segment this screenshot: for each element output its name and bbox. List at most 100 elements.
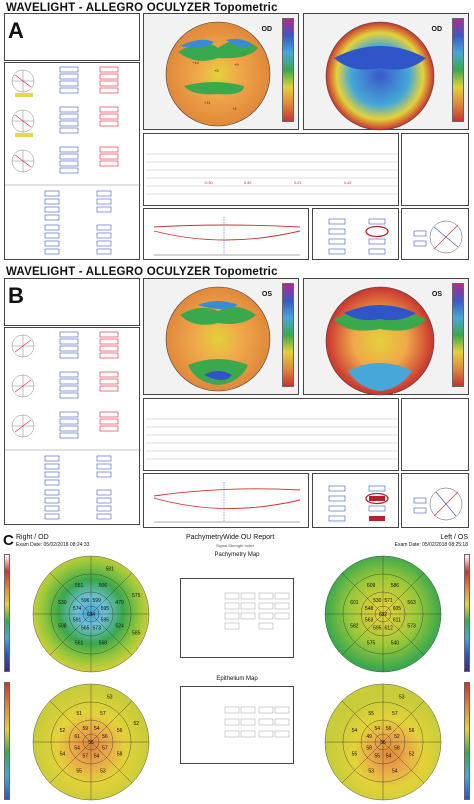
od-pachy-value: 508: [58, 624, 67, 630]
os-epi-value: 56: [409, 728, 415, 734]
os-pachy-value: 563: [407, 600, 416, 606]
od-pachy-value: 575: [132, 593, 141, 599]
panel-a-form-options: [401, 133, 469, 206]
panel-b-table-graphics: [5, 331, 141, 520]
svg-text:+5: +5: [214, 68, 219, 73]
os-pachy-value: 563: [365, 618, 374, 624]
panel-b-curve-graphic: [153, 482, 301, 523]
od-pachy-value: 530: [58, 600, 67, 606]
os-pachy-scale: [464, 554, 470, 672]
panel-a-map-right-graphic: [325, 21, 435, 131]
od-epi-value: 61: [74, 734, 80, 740]
od-pachy-value: 574: [73, 606, 82, 612]
svg-text:-0.30: -0.30: [204, 181, 213, 185]
os-epi-value: 54: [392, 768, 398, 774]
od-pachy-value: 551: [75, 583, 84, 589]
panel-b-letter-box: B: [4, 278, 140, 326]
od-epi-value: 53: [107, 695, 113, 701]
os-pachy-value: 575: [367, 640, 376, 646]
od-pachy-value: 591: [73, 618, 82, 624]
od-pachy-value: 595: [101, 618, 110, 624]
os-epi-value: 52: [409, 752, 415, 758]
svg-text:0.21: 0.21: [294, 181, 301, 185]
od-epi-value: 52: [134, 721, 140, 727]
od-epi-value: 58: [117, 752, 123, 758]
od-epi-value: 59: [83, 726, 89, 732]
panel-b-front-elevation-map: OS: [143, 278, 299, 395]
panel-b-indices: [312, 473, 399, 528]
od-pachy-value: 581: [106, 567, 115, 573]
svg-text:0.30: 0.30: [244, 181, 251, 185]
od-pachy-value: 479: [115, 600, 124, 606]
panel-a-indices-graphic: [328, 218, 389, 255]
od-epi-value: 54: [94, 726, 100, 732]
os-epi-value: 55: [368, 711, 374, 717]
report-title: PachymetryWide OU Report: [186, 534, 275, 541]
pachy-stats-grid: [224, 592, 290, 630]
exam-date-left: Exam Date: 05/02/2018 08:25:18: [394, 542, 468, 548]
panel-a-pachy-curve: [143, 208, 309, 260]
svg-text:+14: +14: [192, 60, 200, 65]
panel-b-indices-graphic: [328, 485, 389, 522]
os-pachy-value: 612: [385, 626, 394, 632]
os-epi-value: 57: [392, 711, 398, 717]
panel-b-axis-graphic: [413, 487, 463, 521]
panel-b-title: WAVELIGHT - ALLEGRO OCULYZER Topometric: [6, 266, 278, 278]
os-epi-scale: [464, 682, 470, 800]
panel-a-title: WAVELIGHT - ALLEGRO OCULYZER Topometric: [6, 2, 278, 14]
panel-a-letter: A: [8, 18, 24, 43]
os-epi-value: 55: [380, 740, 386, 746]
os-epi-value: 53: [368, 768, 374, 774]
os-pachy-value: 530: [373, 598, 382, 604]
od-epi-value: 53: [100, 768, 106, 774]
panel-a-letter-box: A: [4, 13, 140, 61]
os-pachy-value: 609: [367, 583, 376, 589]
os-epi-value: 55: [352, 752, 358, 758]
pachymetry-stats-box: [180, 578, 294, 658]
panel-b-keratometry-table: [4, 327, 141, 525]
panel-a-scale-right: [452, 18, 464, 122]
os-pachy-value: 571: [385, 598, 394, 604]
os-epi-value: 54: [386, 754, 392, 760]
panel-a-eye-right: OD: [431, 26, 443, 33]
os-epi-value: 58: [394, 746, 400, 752]
od-epi-scale: [4, 682, 10, 800]
os-epi-value: 52: [394, 734, 400, 740]
os-pachy-value: 540: [391, 640, 400, 646]
panel-b-map-right-graphic: [325, 286, 435, 396]
exam-date-right: Exam Date: 05/02/2018 08:24:33: [16, 542, 90, 548]
panel-b-back-elevation-map: OS: [303, 278, 469, 396]
od-pachy-value: 595: [101, 606, 110, 612]
panel-a-eye-left: OD: [261, 26, 273, 33]
os-epi-value: 53: [399, 695, 405, 701]
os-pachy-value: 601: [350, 600, 359, 606]
od-epi-value: 55: [76, 768, 82, 774]
panel-a-axis-graphic: [413, 220, 463, 254]
os-pachy-value: 586: [391, 583, 400, 589]
od-epi-value: 56: [102, 734, 108, 740]
od-epi-value: 54: [94, 754, 100, 760]
od-epi-value: 51: [76, 711, 82, 717]
od-epi-value: 55: [88, 740, 94, 746]
panel-b-letter: B: [8, 283, 24, 308]
panel-a-keratometry-table: [4, 62, 141, 260]
od-pachy-value: 561: [75, 640, 84, 646]
epithelium-map-title: Epithelium Map: [216, 676, 258, 682]
pachymetry-map-title: Pachymetry Map: [214, 552, 260, 558]
os-pachy-value: 573: [407, 624, 416, 630]
panel-b-eye-left: OS: [261, 291, 272, 298]
panel-b-scale-right: [452, 283, 464, 387]
os-pachy-value: 605: [393, 606, 402, 612]
os-pachy-value: 595: [373, 626, 382, 632]
epithelium-stats-box: [180, 686, 294, 764]
od-epi-value: 57: [102, 746, 108, 752]
os-epi-value: 58: [366, 746, 372, 752]
signal-strength-label: Signal Strength Index: [216, 543, 255, 548]
os-epi-value: 54: [375, 726, 381, 732]
od-epi-value: 57: [100, 711, 106, 717]
od-pachy-value: 568: [99, 640, 108, 646]
od-pachy-value: 599: [93, 598, 102, 604]
